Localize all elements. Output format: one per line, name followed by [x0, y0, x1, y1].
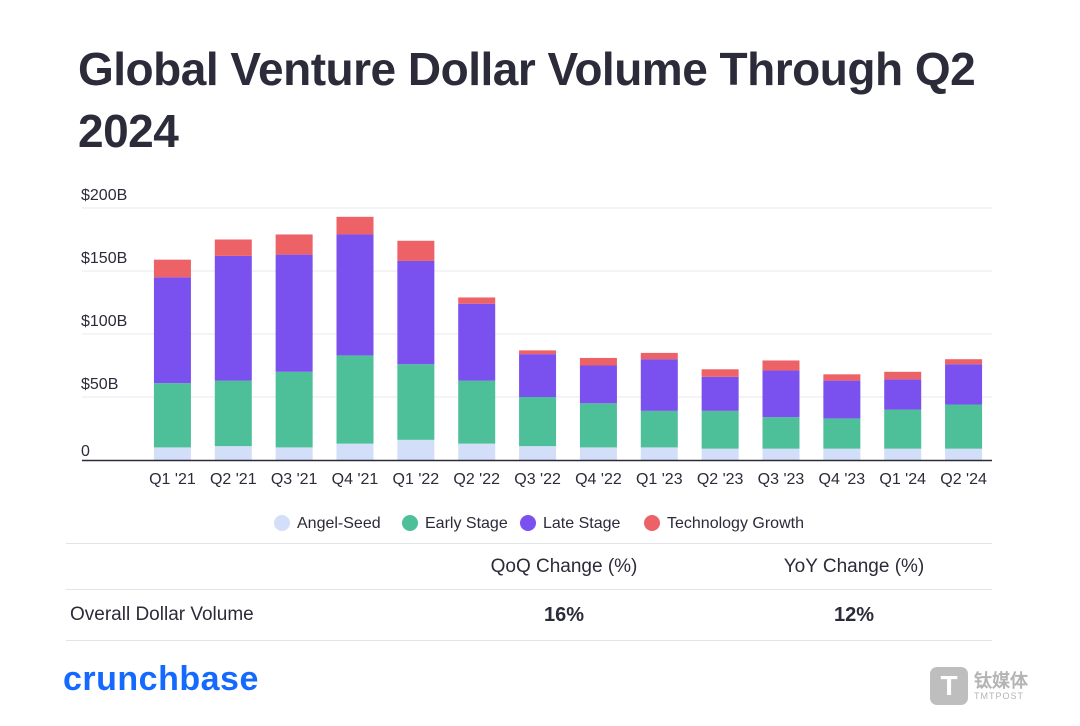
bar-early-stage [884, 409, 922, 449]
bar-early-stage [275, 371, 313, 448]
bar-technology-growth [397, 240, 435, 261]
legend-label: Late Stage [543, 515, 621, 532]
bar-technology-growth [519, 350, 557, 355]
bar-late-stage [579, 365, 617, 404]
bar-early-stage [579, 403, 617, 448]
legend-label: Angel-Seed [297, 515, 381, 532]
bar-angel-seed [701, 448, 739, 460]
y-tick-label: $100B [81, 313, 127, 330]
x-tick-label: Q2 '23 [697, 471, 744, 488]
bar-late-stage [519, 354, 557, 397]
bar-angel-seed [519, 446, 557, 460]
table-header-yoy: YoY Change (%) [783, 555, 925, 577]
bar-angel-seed [458, 443, 496, 460]
bar-technology-growth [945, 359, 983, 365]
y-tick-label: $200B [81, 187, 127, 204]
bar-late-stage [397, 260, 435, 365]
page-title: Global Venture Dollar Volume Through Q2 … [78, 43, 976, 157]
x-tick-label: Q3 '21 [271, 471, 318, 488]
bar-late-stage [336, 234, 374, 356]
legend-swatch [644, 515, 660, 531]
bar-late-stage [823, 380, 861, 419]
change-table: QoQ Change (%) YoY Change (%) Overall Do… [66, 543, 992, 641]
bar-late-stage [701, 376, 739, 411]
bar-early-stage [519, 397, 557, 447]
bar-early-stage [214, 380, 252, 447]
table-header-qoq: QoQ Change (%) [490, 555, 638, 577]
bar-technology-growth [701, 369, 739, 377]
bar-early-stage [945, 404, 983, 449]
stacked-bar-chart: 0 $50B $100B $150B $200B Q1 '21 Q2 '21 Q3 '21 Q4… [81, 187, 992, 532]
bar-angel-seed [214, 446, 252, 460]
bar-technology-growth [458, 297, 496, 304]
bar-angel-seed [336, 443, 374, 460]
bar-technology-growth [579, 357, 617, 366]
yoy-value: 12% [833, 603, 875, 626]
bar-angel-seed [762, 448, 800, 460]
x-tick-label: Q1 '23 [636, 471, 683, 488]
bar-late-stage [153, 277, 191, 384]
bar-early-stage [397, 364, 435, 440]
bar-early-stage [823, 418, 861, 449]
legend-swatch [274, 515, 290, 531]
bar-late-stage [275, 254, 313, 372]
bar-technology-growth [275, 234, 313, 255]
x-tick-label: Q1 '24 [879, 471, 926, 488]
y-tick-label: $150B [81, 250, 127, 267]
bar-technology-growth [884, 371, 922, 380]
bar-late-stage [640, 359, 678, 411]
bar-late-stage [762, 370, 800, 418]
bar-late-stage [458, 303, 496, 381]
bar-early-stage [336, 355, 374, 444]
bar-technology-growth [153, 259, 191, 278]
watermark-cn: 钛媒体 [974, 670, 1028, 691]
x-tick-label: Q2 '24 [940, 471, 987, 488]
x-tick-label: Q4 '22 [575, 471, 622, 488]
table-row: Overall Dollar Volume 16% 12% [66, 590, 992, 641]
bar-late-stage [214, 255, 252, 381]
crunchbase-logo: crunchbase [63, 660, 259, 698]
bar-angel-seed [884, 448, 922, 460]
bar-angel-seed [640, 447, 678, 460]
bar-technology-growth [214, 239, 252, 256]
bar-late-stage [945, 364, 983, 405]
bar-angel-seed [579, 447, 617, 460]
bar-angel-seed [945, 448, 983, 460]
x-tick-label: Q2 '22 [453, 471, 500, 488]
bar-angel-seed [397, 439, 435, 460]
row-label: Overall Dollar Volume [70, 604, 254, 625]
tmtpost-watermark: T 钛媒体 TMTPOST [930, 666, 1050, 706]
y-tick-label: $50B [81, 376, 118, 393]
bar-early-stage [458, 380, 496, 444]
x-tick-label: Q2 '21 [210, 471, 257, 488]
x-tick-label: Q1 '21 [149, 471, 196, 488]
bar-early-stage [640, 410, 678, 448]
bar-technology-growth [823, 374, 861, 381]
table-header-row: QoQ Change (%) YoY Change (%) [66, 543, 992, 590]
bar-early-stage [153, 383, 191, 448]
x-tick-label: Q4 '21 [332, 471, 379, 488]
bar-early-stage [762, 417, 800, 449]
x-tick-label: Q3 '22 [514, 471, 561, 488]
legend-swatch [520, 515, 536, 531]
x-tick-label: Q1 '22 [393, 471, 440, 488]
y-tick-label: 0 [81, 443, 90, 460]
bar-late-stage [884, 379, 922, 410]
bar-angel-seed [275, 447, 313, 460]
legend-label: Technology Growth [667, 515, 804, 532]
bar-angel-seed [153, 447, 191, 460]
bar-technology-growth [336, 216, 374, 235]
bar-technology-growth [762, 360, 800, 371]
qoq-value: 16% [543, 603, 585, 626]
bar-early-stage [701, 410, 739, 449]
bar-technology-growth [640, 352, 678, 360]
x-tick-label: Q4 '23 [819, 471, 866, 488]
bar-angel-seed [823, 448, 861, 460]
watermark-en: TMTPOST [974, 690, 1024, 701]
tmtpost-logo-icon: T [930, 667, 968, 705]
x-tick-label: Q3 '23 [758, 471, 805, 488]
legend-label: Early Stage [425, 515, 508, 532]
legend-swatch [402, 515, 418, 531]
